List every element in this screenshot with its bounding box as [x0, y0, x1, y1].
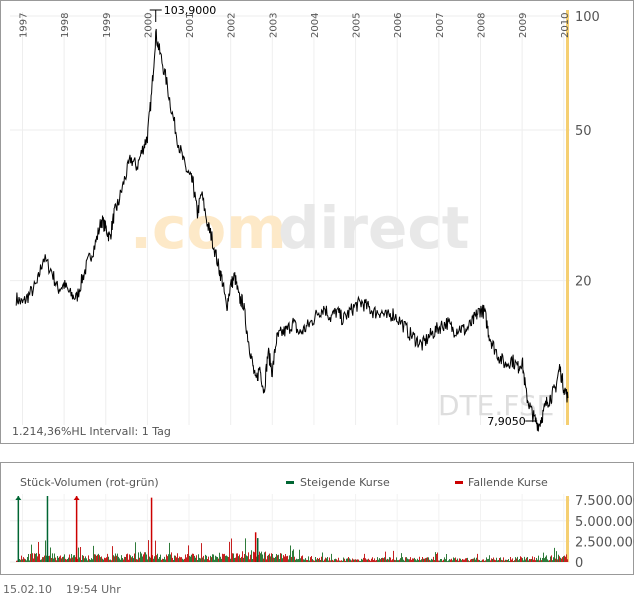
volume-title: Stück-Volumen (rot-grün) [20, 476, 159, 489]
current-date-marker [566, 10, 569, 425]
year-tick-label: 2000 [143, 13, 154, 38]
volume-tick-label: 2.500.000 [575, 535, 634, 550]
footer-time: 19:54 Uhr [65, 583, 121, 596]
year-tick-label: 2007 [435, 13, 446, 38]
high-annotation: 103,9000 [149, 4, 217, 22]
volume-spikes [15, 496, 259, 562]
volume-tick-label: 7.500.000 [575, 494, 634, 509]
year-tick-label: 2010 [560, 13, 571, 38]
high-value-label: 103,9000 [164, 4, 217, 17]
volume-tick-label: 0 [575, 556, 583, 571]
price-tick-label: 50 [575, 124, 592, 139]
price-tick-label: 20 [575, 275, 592, 290]
year-tick-label: 2004 [310, 13, 321, 38]
price-axis-labels: 100 50 20 [575, 10, 600, 290]
year-tick-label: 2008 [476, 13, 487, 38]
legend-falling-swatch [455, 481, 463, 484]
stock-chart: .com direct DTE.FSE 1997 1998 1999 2000 2001… [0, 0, 634, 575]
price-gridlines [10, 12, 570, 425]
low-annotation: 7,9050 [487, 415, 538, 428]
low-value-label: 7,9050 [487, 415, 526, 428]
legend-falling-label: Fallende Kurse [468, 476, 548, 489]
legend-rising-label: Steigende Kurse [300, 476, 390, 489]
brand-watermark-direct: direct [278, 194, 469, 262]
interval-info: 1.214,36%HL Intervall: 1 Tag [12, 425, 171, 438]
year-tick-label: 2009 [518, 13, 529, 38]
volume-overflow-arrow [73, 496, 80, 500]
volume-tick-label: 5.000.000 [575, 515, 634, 530]
year-tick-label: 1999 [102, 13, 113, 38]
year-tick-label: 2002 [227, 13, 238, 38]
year-tick-label: 2006 [393, 13, 404, 38]
volume-axis-labels: 7.500.000 5.000.000 2.500.000 0 [575, 494, 634, 571]
year-tick-label: 1998 [60, 13, 71, 38]
footer-date: 15.02.10 [3, 583, 52, 596]
year-tick-label: 1997 [18, 13, 29, 38]
year-tick-label: 2005 [352, 13, 363, 38]
volume-overflow-arrow [15, 496, 22, 500]
price-tick-label: 100 [575, 10, 600, 25]
footer-timestamp: 15.02.10 19:54 Uhr [3, 583, 135, 596]
legend-rising-swatch [286, 481, 294, 484]
year-tick-labels: 1997 1998 1999 2000 2001 2002 2003 2004 2005 2006… [18, 13, 570, 38]
volume-bars [16, 538, 568, 562]
volume-current-marker [566, 496, 569, 562]
year-tick-label: 2003 [268, 13, 279, 38]
price-line [15, 28, 569, 432]
year-tick-label: 2001 [185, 13, 196, 38]
